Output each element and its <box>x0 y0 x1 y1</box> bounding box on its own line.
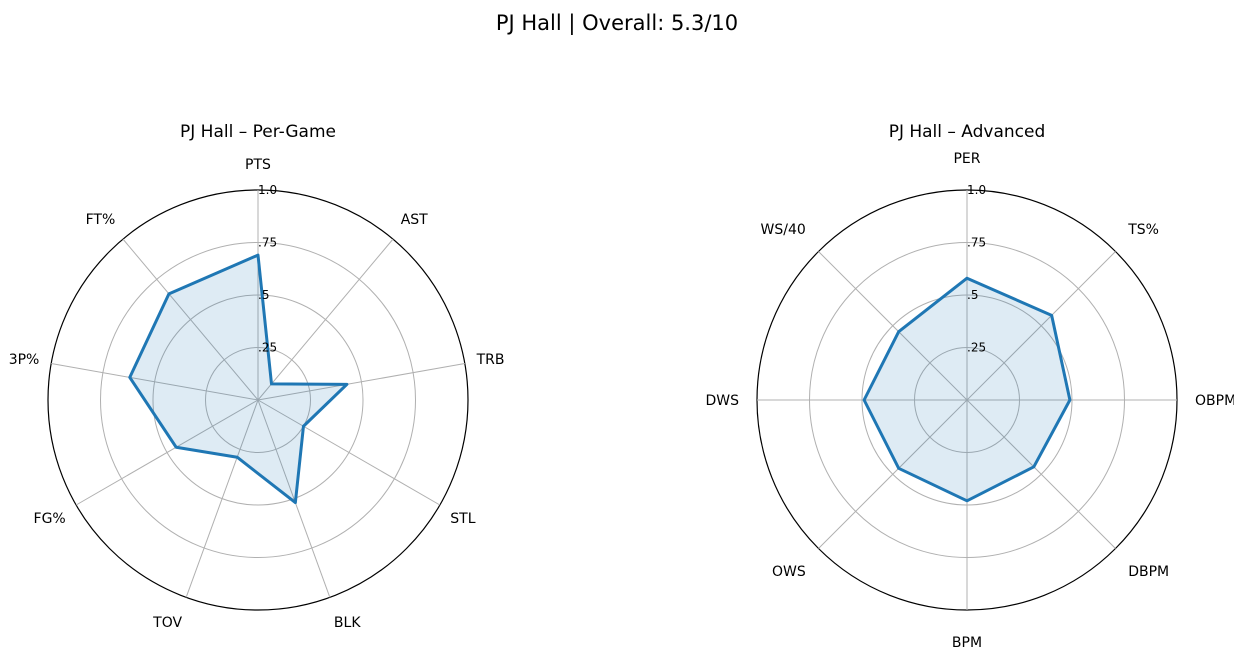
radar-advanced-axis-label-per: PER <box>953 151 980 167</box>
figure-suptitle: PJ Hall | Overall: 5.3/10 <box>496 11 738 36</box>
radar-advanced-grid <box>756 189 1178 611</box>
radar-per-game-spoke <box>257 399 441 506</box>
radar-per-game-spoke <box>257 363 465 401</box>
radar-per-game-grid <box>47 189 469 611</box>
radar-per-game: PJ Hall – Per-Game .25 .5 .75 1.0 PTS AST TRB S… <box>9 122 505 631</box>
radar-advanced-area <box>864 278 1070 501</box>
radar-per-game-rtick-label: .25 <box>258 341 277 355</box>
radar-advanced-axis-label-dbpm: DBPM <box>1128 564 1169 580</box>
radar-advanced-spoke <box>818 251 968 401</box>
radar-advanced-axis-label-ts-pct: TS% <box>1127 222 1159 238</box>
radar-advanced-spoke <box>966 399 1116 549</box>
radar-advanced: PJ Hall – Advanced .25 .5 .75 1.0 PER TS% OBPM… <box>705 122 1234 651</box>
radar-per-game-rtick-label: 1.0 <box>258 183 277 197</box>
radar-per-game-series-line <box>128 253 349 505</box>
radar-advanced-rtick-label: 1.0 <box>967 183 986 197</box>
radar-per-game-rtick-label: .75 <box>258 236 277 250</box>
radar-advanced-axis-label-bpm: BPM <box>952 635 982 651</box>
radar-advanced-axis-label-obpm: OBPM <box>1195 393 1234 409</box>
radar-per-game-axis-label-pts: PTS <box>245 157 271 173</box>
radar-per-game-axis-label-trb: TRB <box>476 352 505 368</box>
radar-advanced-rtick-label: .75 <box>967 236 986 250</box>
radar-per-game-title: PJ Hall – Per-Game <box>180 122 336 142</box>
radar-per-game-axis-label-3p-pct: 3P% <box>9 352 40 368</box>
radar-advanced-axis-label-ws-per-40: WS/40 <box>761 222 806 238</box>
radar-per-game-spoke <box>185 399 259 598</box>
radar-advanced-rtick-label: .5 <box>967 288 978 302</box>
radar-per-game-rtick-label: .5 <box>258 288 269 302</box>
radar-per-game-axis-label-fg-pct: FG% <box>34 511 66 527</box>
radar-advanced-title: PJ Hall – Advanced <box>889 122 1046 142</box>
radar-advanced-series-line <box>862 276 1072 503</box>
radar-per-game-spoke <box>51 363 259 401</box>
radar-per-game-spoke <box>122 238 259 401</box>
radar-per-game-spoke <box>257 238 394 401</box>
radar-advanced-axis-label-ows: OWS <box>772 564 806 580</box>
radar-advanced-rtick-label: .25 <box>967 341 986 355</box>
radar-advanced-spoke <box>966 251 1116 401</box>
radar-per-game-axis-label-stl: STL <box>450 511 475 527</box>
radar-per-game-area <box>129 255 347 503</box>
radar-per-game-axis-label-tov: TOV <box>152 615 182 631</box>
radar-advanced-spoke <box>818 399 968 549</box>
radar-per-game-axis-label-blk: BLK <box>334 615 361 631</box>
radar-per-game-axis-label-ft-pct: FT% <box>86 212 116 228</box>
radar-per-game-spoke <box>257 399 331 598</box>
radar-advanced-axis-label-dws: DWS <box>705 393 739 409</box>
radar-per-game-spoke <box>75 399 259 506</box>
radar-per-game-axis-label-ast: AST <box>401 212 428 228</box>
